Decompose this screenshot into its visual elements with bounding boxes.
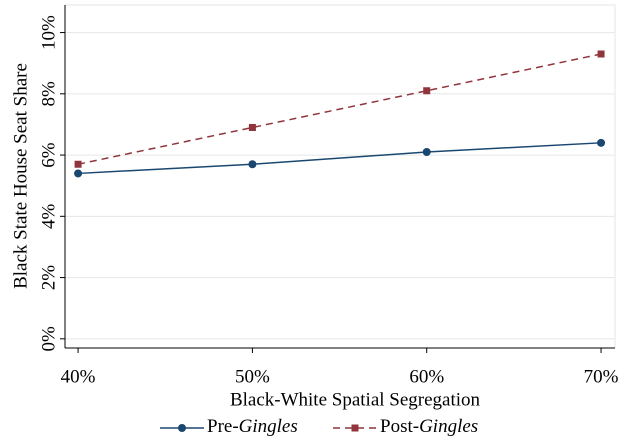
marker: [74, 169, 83, 178]
marker: [178, 424, 186, 432]
marker: [351, 424, 359, 432]
x-tick-label: 60%: [409, 366, 444, 387]
series-line: [77, 53, 602, 165]
marker: [597, 138, 606, 147]
y-tick-label: 10%: [38, 15, 59, 50]
y-tick-label: 6%: [38, 142, 59, 168]
y-tick-label: 2%: [38, 265, 59, 291]
x-tick-label: 70%: [584, 366, 619, 387]
y-tick-label: 0%: [38, 326, 59, 352]
plot-frame: [64, 4, 616, 349]
marker: [248, 160, 257, 169]
marker: [422, 148, 431, 156]
x-tick-label: 40%: [61, 366, 96, 387]
marker: [597, 50, 605, 58]
y-tick-label: 4%: [38, 203, 59, 229]
y-tick-label: 8%: [38, 81, 59, 107]
y-axis-label: Black State House Seat Share: [10, 63, 31, 289]
marker: [74, 160, 82, 168]
x-axis-label: Black-White Spatial Segregation: [230, 389, 481, 410]
x-tick-label: 50%: [235, 366, 270, 387]
legend-label: Pre-Gingles: [207, 416, 298, 437]
marker: [423, 87, 431, 95]
series-line: [78, 142, 602, 175]
marker: [248, 124, 256, 131]
legend-label: Post-Gingles: [380, 416, 478, 437]
